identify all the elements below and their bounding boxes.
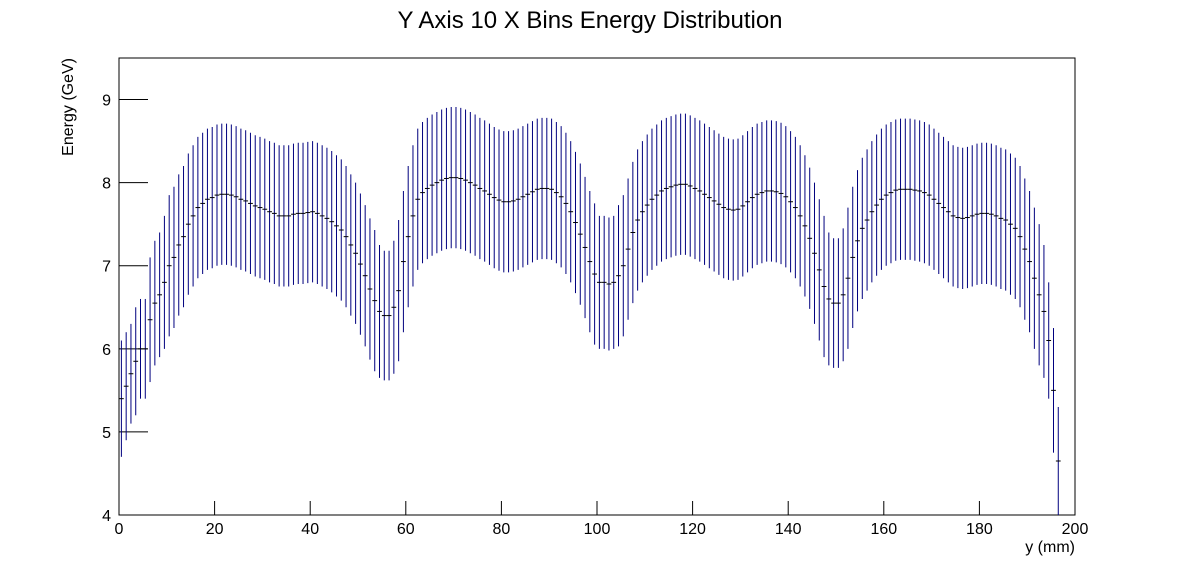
y-tick-label: 9 [102,93,111,110]
x-axis-label: y (mm) [1025,539,1075,556]
x-tick-label: 40 [301,521,319,538]
chart-title: Y Axis 10 X Bins Energy Distribution [397,7,782,34]
y-tick-label: 6 [102,342,111,359]
x-tick-label: 0 [115,521,124,538]
y-axis-label: Energy (GeV) [60,58,77,156]
x-tick-label: 80 [493,521,511,538]
y-tick-label: 7 [102,259,111,276]
x-tick-label: 200 [1062,521,1089,538]
x-tick-label: 60 [397,521,415,538]
x-tick-label: 100 [584,521,611,538]
x-tick-label: 120 [679,521,706,538]
y-tick-label: 8 [102,176,111,193]
x-tick-label: 180 [966,521,993,538]
y-tick-label: 5 [102,425,111,442]
x-tick-label: 20 [206,521,224,538]
y-tick-label: 4 [102,508,111,525]
x-tick-label: 140 [775,521,802,538]
x-tick-label: 160 [870,521,897,538]
plot-frame [118,57,1076,516]
